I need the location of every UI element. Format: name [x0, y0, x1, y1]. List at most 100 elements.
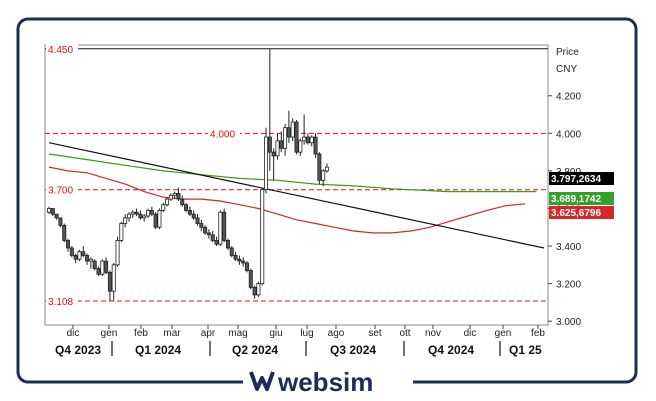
candle-up	[100, 260, 105, 275]
candle-up	[145, 209, 150, 217]
candle-down	[199, 223, 204, 228]
x-tick-label: giu	[269, 328, 282, 339]
candle-down	[222, 211, 227, 241]
x-tick-label: feb	[531, 328, 545, 339]
x-tick-label: nov	[425, 328, 441, 339]
x-tick-label: feb	[134, 328, 148, 339]
websim-logo-icon	[249, 371, 275, 391]
x-tick-label: ago	[328, 328, 345, 339]
x-tick-label: dic	[67, 328, 80, 339]
candle-down	[313, 136, 318, 155]
candle-down	[237, 258, 242, 262]
candle-down	[107, 271, 112, 292]
series-line-trendline	[48, 142, 545, 249]
candle-up	[275, 140, 280, 157]
y-tick-label: 3.400	[556, 242, 581, 253]
candle-down	[195, 217, 200, 224]
price-tag-box	[549, 206, 614, 219]
candle-down	[92, 260, 97, 270]
candle-up	[123, 217, 128, 224]
candle-down	[267, 136, 272, 153]
x-tick-label: ott	[399, 328, 410, 339]
y-axis-header-price: Price	[556, 47, 579, 58]
series-line-green-ma	[48, 153, 537, 193]
candle-down	[210, 234, 215, 241]
candle-down	[233, 255, 238, 260]
x-tick-label: mag	[228, 328, 247, 339]
candle-up	[324, 166, 329, 172]
candle-down	[153, 213, 158, 228]
candle-down	[305, 136, 310, 144]
candle-down	[138, 213, 143, 219]
candle-down	[62, 225, 67, 241]
candle-down	[176, 193, 181, 200]
price-tag-box	[549, 172, 614, 185]
level-lines: 4.450 4.000 3.700 3.108	[45, 42, 548, 308]
candle-down	[58, 217, 63, 226]
quarter-label: Q3 2024	[330, 343, 376, 357]
candle-down	[214, 240, 219, 245]
candle-up	[126, 213, 131, 219]
indicator-lines	[48, 142, 545, 249]
level-label: 3.108	[48, 297, 73, 308]
candle-up	[256, 283, 261, 296]
candle-up	[165, 198, 170, 206]
candle-down	[203, 226, 208, 234]
candle-down	[54, 213, 59, 219]
y-tick-label: 3.200	[556, 280, 581, 291]
candle-down	[66, 240, 71, 249]
x-tick-label: gen	[101, 328, 118, 339]
price-tag-value: 3.625,6796	[551, 208, 601, 219]
quarter-label: Q1 2024	[135, 343, 181, 357]
candle-down	[225, 240, 230, 249]
candle-up	[309, 136, 314, 144]
y-tick-label: 4.200	[556, 92, 581, 103]
candle-up	[130, 211, 135, 215]
candle-down	[206, 232, 211, 236]
candle-down	[279, 140, 284, 149]
candle-down	[149, 209, 154, 215]
candle-down	[241, 260, 246, 264]
candle-down	[85, 255, 90, 262]
candle-down	[180, 198, 185, 206]
candle-up	[321, 170, 326, 181]
candle-down	[187, 209, 192, 215]
candle-down	[244, 262, 249, 271]
y-axis-header-currency: CNY	[556, 64, 577, 75]
candle-up	[88, 258, 93, 262]
level-label-backdrop	[46, 294, 78, 307]
candle-up	[302, 136, 307, 142]
candlesticks	[47, 48, 329, 301]
x-tick-label: dic	[464, 328, 477, 339]
level-label: 3.700	[48, 186, 73, 197]
candle-down	[73, 255, 78, 260]
candle-down	[317, 153, 322, 181]
x-tick-label: apr	[201, 328, 216, 339]
candle-up	[218, 211, 223, 245]
candle-down	[229, 247, 234, 256]
candle-down	[271, 151, 276, 157]
y-tick-label: 3.000	[556, 317, 581, 328]
price-tag-box	[549, 192, 614, 205]
level-label-backdrop	[46, 183, 78, 196]
candle-down	[69, 247, 74, 256]
candle-down	[81, 251, 86, 256]
price-tag-value: 3.797,2634	[551, 174, 601, 185]
quarter-label: Q4 2024	[428, 343, 474, 357]
candle-up	[161, 204, 166, 211]
plot-area	[44, 44, 549, 326]
x-axis: dic gen feb mar apr mag giu lug ago set ott nov dic g…	[55, 325, 545, 357]
series-line-red-ma	[48, 166, 526, 234]
candle-down	[191, 213, 196, 219]
candle-up	[264, 136, 269, 191]
quarter-label: Q2 2024	[232, 343, 278, 357]
candle-up	[115, 240, 120, 266]
candle-down	[96, 268, 101, 275]
candle-up	[119, 223, 124, 241]
candle-up	[260, 189, 265, 285]
candle-down	[248, 270, 253, 288]
price-tags: 3.797,2634 3.689,1742 3.625,6796	[549, 172, 614, 219]
candle-down	[184, 204, 189, 211]
brand-name: websim	[277, 367, 373, 397]
